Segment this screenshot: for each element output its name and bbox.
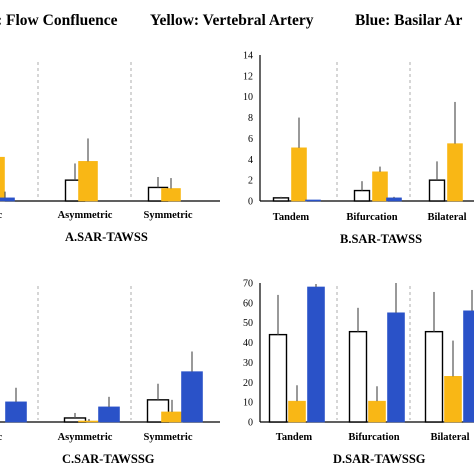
category-label-a-1: Asymmetric (58, 210, 113, 221)
category-label-c-1: Asymmetric (58, 432, 113, 443)
panel-title-a: A.SAR-TAWSS (65, 230, 148, 244)
bar-c-1-1 (78, 420, 100, 423)
category-label-a-0: astic (0, 210, 3, 221)
category-label-d-2: Bilateral (430, 432, 469, 443)
y-tick-label-b-2: 4 (248, 155, 253, 166)
bar-b-0-1 (291, 147, 307, 202)
panel-title-b: B.SAR-TAWSS (340, 232, 422, 246)
bar-d-1-2 (387, 312, 405, 423)
category-label-d-0: Tandem (276, 432, 313, 443)
bar-d-1-0 (348, 330, 368, 423)
category-label-c-0: astic (0, 432, 3, 443)
bar-b-2-1 (447, 143, 463, 202)
bar-d-2-2 (463, 310, 474, 423)
bar-c-2-2 (181, 371, 203, 423)
panel-c: astic Asymmetric Symmetric C.SAR-TAWSSG (0, 286, 220, 466)
bar-d-2-0 (424, 330, 444, 423)
panel-title-c: C.SAR-TAWSSG (62, 452, 155, 466)
y-tick-label-b-5: 10 (243, 92, 253, 103)
category-label-b-0: Tandem (273, 212, 310, 223)
category-label-d-1: Bifurcation (348, 432, 399, 443)
bar-d-1-1 (368, 400, 386, 423)
y-tick-label-d-3: 30 (243, 358, 253, 369)
category-label-b-2: Bilateral (427, 212, 466, 223)
bar-d-0-1 (288, 400, 306, 423)
bar-d-2-1 (444, 376, 462, 423)
bar-b-2-0 (428, 179, 446, 202)
y-tick-label-d-5: 50 (243, 318, 253, 329)
bar-c-1-2 (98, 406, 120, 423)
bar-d-0-2 (307, 286, 325, 423)
header-vertebral-artery: Yellow: Vertebral Artery (150, 12, 314, 29)
panel-b: 0 2 4 6 8 10 12 14 Tandem Bifurcation Bilateral B.S… (243, 51, 474, 246)
y-tick-label-d-0: 0 (248, 418, 253, 429)
bar-a-0-1 (0, 156, 5, 202)
panel-a: astic Asymmetric Symmetric A.SAR-TAWSS (0, 62, 220, 244)
y-tick-label-d-2: 20 (243, 378, 253, 389)
y-tick-label-d-4: 40 (243, 338, 253, 349)
y-tick-label-b-7: 14 (243, 51, 253, 62)
bar-b-1-2 (386, 197, 402, 202)
bar-a-2-1 (161, 188, 181, 202)
y-tick-label-b-6: 12 (243, 71, 253, 82)
panel-title-d: D.SAR-TAWSSG (333, 452, 426, 466)
y-tick-label-b-3: 6 (248, 134, 253, 145)
bar-c-2-1 (161, 411, 183, 423)
category-label-b-1: Bifurcation (346, 212, 397, 223)
category-label-c-2: Symmetric (144, 432, 193, 443)
bar-b-1-1 (372, 171, 388, 202)
y-tick-label-d-1: 10 (243, 398, 253, 409)
bar-c-0-2 (5, 401, 27, 423)
header-basilar-artery: Blue: Basilar Ar (355, 12, 462, 29)
bar-a-0-2 (0, 197, 15, 202)
bar-d-0-0 (268, 333, 288, 423)
y-tick-label-d-6: 60 (243, 298, 253, 309)
y-tick-label-d-7: 70 (243, 279, 253, 290)
bar-b-0-0 (272, 197, 290, 202)
category-label-a-2: Symmetric (144, 210, 193, 221)
y-tick-label-b-0: 0 (248, 197, 253, 208)
bar-a-1-1 (78, 161, 98, 202)
bar-b-0-2 (305, 199, 321, 202)
y-tick-label-b-4: 8 (248, 113, 253, 124)
y-tick-label-b-1: 2 (248, 176, 253, 187)
panel-d: 0 10 20 30 40 50 60 70 Tandem Bifurcation Bilatera… (243, 279, 474, 466)
bar-b-1-0 (353, 189, 371, 202)
header-flow-confluence: : Flow Confluence (0, 12, 118, 29)
